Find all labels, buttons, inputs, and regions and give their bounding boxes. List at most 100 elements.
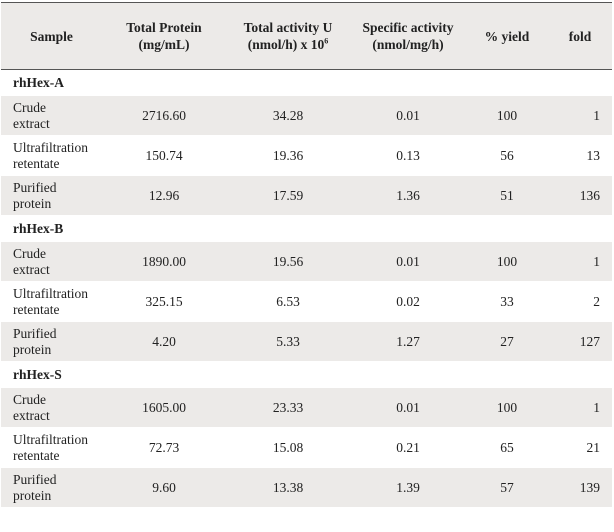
sample-label-line1: Purified	[13, 471, 57, 487]
table-row: Purified protein 9.60 13.38 1.39 57 139	[1, 467, 612, 508]
table-row: Purified protein 12.96 17.59 1.36 51 136	[1, 175, 612, 216]
specific-activity-cell: 0.13	[350, 135, 466, 176]
total-activity-cell: 34.28	[226, 96, 350, 136]
header-total-activity-line2: (nmol/h) x 10	[247, 37, 325, 52]
purification-table: Sample Total Protein (mg/mL) Total activ…	[1, 2, 612, 508]
table-row: Ultrafiltration retentate 325.15 6.53 0.02 33…	[1, 281, 612, 322]
total-activity-cell: 5.33	[226, 321, 350, 362]
total-activity-cell: 13.38	[226, 467, 350, 508]
table-row: Ultrafiltration retentate 72.73 15.08 0.21 65…	[1, 427, 612, 468]
total-protein-cell: 4.20	[102, 321, 226, 362]
total-activity-cell: 17.59	[226, 175, 350, 216]
sample-label-line1: Crude	[13, 391, 46, 407]
specific-activity-cell: 1.27	[350, 321, 466, 362]
sample-cell: Crude extract	[1, 388, 102, 428]
sample-label-line2: retentate	[13, 301, 60, 317]
total-protein-cell: 325.15	[102, 281, 226, 322]
header-total-activity-exponent: 6	[324, 36, 329, 46]
yield-cell: 56	[466, 135, 548, 176]
header-total-protein-line1: Total Protein	[126, 20, 202, 35]
total-protein-cell: 12.96	[102, 175, 226, 216]
specific-activity-cell: 0.01	[350, 242, 466, 282]
sample-label-line1: Crude	[13, 99, 46, 115]
table-row: Crude extract 1890.00 19.56 0.01 100 1	[1, 242, 612, 282]
fold-cell: 1	[548, 242, 612, 282]
total-activity-cell: 15.08	[226, 427, 350, 468]
specific-activity-cell: 1.36	[350, 175, 466, 216]
sample-label-line2: protein	[13, 341, 52, 357]
header-specific-activity: Specific activity (nmol/mg/h)	[350, 2, 466, 70]
specific-activity-cell: 0.21	[350, 427, 466, 468]
sample-label-line1: Purified	[13, 179, 57, 195]
header-total-protein-line2: (mg/mL)	[138, 37, 190, 52]
group-name: rhHex-S	[1, 361, 612, 388]
total-activity-cell: 19.56	[226, 242, 350, 282]
yield-cell: 100	[466, 96, 548, 136]
sample-label-line2: extract	[13, 407, 50, 423]
sample-label-line2: protein	[13, 195, 52, 211]
specific-activity-cell: 0.01	[350, 96, 466, 136]
header-sample: Sample	[1, 2, 102, 70]
total-protein-cell: 72.73	[102, 427, 226, 468]
sample-cell: Purified protein	[1, 321, 102, 362]
header-fold: fold	[548, 2, 612, 70]
group-header-row: rhHex-A	[1, 69, 612, 96]
table-body: rhHex-A Crude extract 2716.60 34.28 0.01 100 1 U…	[1, 69, 612, 508]
yield-cell: 65	[466, 427, 548, 468]
table-row: Crude extract 1605.00 23.33 0.01 100 1	[1, 388, 612, 428]
yield-cell: 27	[466, 321, 548, 362]
sample-label-line1: Purified	[13, 325, 57, 341]
fold-cell: 127	[548, 321, 612, 362]
sample-cell: Ultrafiltration retentate	[1, 281, 102, 322]
sample-label-line1: Crude	[13, 245, 46, 261]
sample-cell: Ultrafiltration retentate	[1, 427, 102, 468]
total-protein-cell: 150.74	[102, 135, 226, 176]
table-row: Crude extract 2716.60 34.28 0.01 100 1	[1, 96, 612, 136]
fold-cell: 1	[548, 388, 612, 428]
total-protein-cell: 1605.00	[102, 388, 226, 428]
fold-cell: 2	[548, 281, 612, 322]
header-specific-activity-line1: Specific activity	[362, 20, 454, 35]
fold-cell: 139	[548, 467, 612, 508]
header-total-protein: Total Protein (mg/mL)	[102, 2, 226, 70]
fold-cell: 1	[548, 96, 612, 136]
sample-label-line2: protein	[13, 487, 52, 503]
header-total-activity-line1: Total activity U	[243, 20, 333, 35]
yield-cell: 33	[466, 281, 548, 322]
yield-cell: 57	[466, 467, 548, 508]
yield-cell: 51	[466, 175, 548, 216]
table-row: Ultrafiltration retentate 150.74 19.36 0.13 5…	[1, 135, 612, 176]
total-protein-cell: 2716.60	[102, 96, 226, 136]
header-yield: % yield	[466, 2, 548, 70]
sample-label-line2: retentate	[13, 155, 60, 171]
sample-label-line2: extract	[13, 261, 50, 277]
specific-activity-cell: 0.01	[350, 388, 466, 428]
total-protein-cell: 9.60	[102, 467, 226, 508]
sample-label-line2: extract	[13, 115, 50, 131]
sample-label-line2: retentate	[13, 447, 60, 463]
sample-label-line1: Ultrafiltration	[13, 431, 88, 447]
sample-cell: Crude extract	[1, 96, 102, 136]
sample-label-line1: Ultrafiltration	[13, 285, 88, 301]
specific-activity-cell: 1.39	[350, 467, 466, 508]
total-activity-cell: 23.33	[226, 388, 350, 428]
yield-cell: 100	[466, 388, 548, 428]
table-row: Purified protein 4.20 5.33 1.27 27 127	[1, 321, 612, 362]
sample-cell: Purified protein	[1, 467, 102, 508]
sample-cell: Crude extract	[1, 242, 102, 282]
total-protein-cell: 1890.00	[102, 242, 226, 282]
header-specific-activity-line2: (nmol/mg/h)	[372, 37, 444, 52]
sample-cell: Ultrafiltration retentate	[1, 135, 102, 176]
total-activity-cell: 6.53	[226, 281, 350, 322]
sample-cell: Purified protein	[1, 175, 102, 216]
fold-cell: 13	[548, 135, 612, 176]
fold-cell: 136	[548, 175, 612, 216]
group-header-row: rhHex-S	[1, 361, 612, 388]
total-activity-cell: 19.36	[226, 135, 350, 176]
yield-cell: 100	[466, 242, 548, 282]
header-total-activity: Total activity U (nmol/h) x 106	[226, 2, 350, 70]
sample-label-line1: Ultrafiltration	[13, 139, 88, 155]
group-name: rhHex-A	[1, 69, 612, 96]
group-header-row: rhHex-B	[1, 215, 612, 242]
specific-activity-cell: 0.02	[350, 281, 466, 322]
